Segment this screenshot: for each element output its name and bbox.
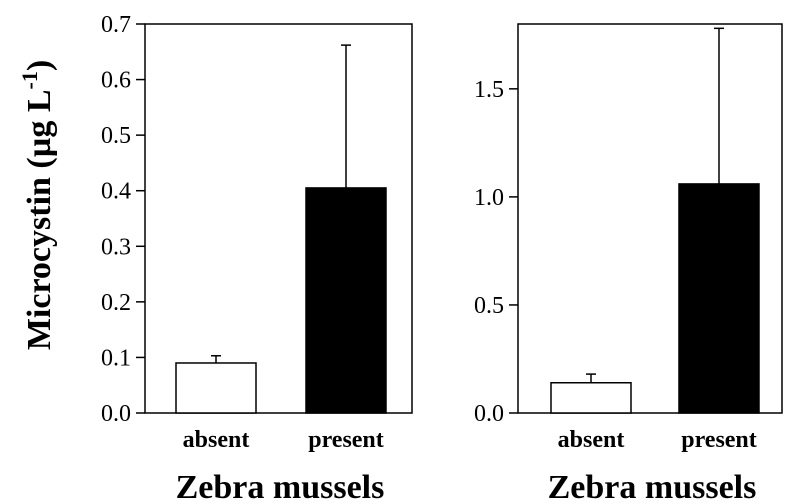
x-category-label: present (681, 427, 757, 453)
y-tick-label: 0.4 (101, 179, 131, 205)
x-category-label: present (308, 427, 384, 453)
plot-frame (144, 23, 413, 414)
plot-frame (517, 23, 783, 414)
bar-present (305, 187, 387, 414)
y-tick-label: 0.6 (101, 68, 131, 94)
y-axis-title-superscript: -1 (17, 71, 42, 89)
y-tick-label: 0.7 (101, 12, 131, 38)
x-axis-title: Zebra mussels (176, 469, 385, 504)
bar-present (678, 183, 760, 414)
y-axis-title: Microcystin (µg L-1) (17, 60, 58, 350)
y-tick-label: 0.0 (474, 401, 504, 427)
y-tick-label: 0.3 (101, 234, 131, 260)
y-tick-label: 0.1 (101, 345, 131, 371)
chart-left: 0.0 0.1 0.2 0.3 0.4 0.5 0.6 0.7 absent present Z… (101, 12, 413, 504)
x-category-label: absent (183, 427, 250, 453)
x-category-label: absent (558, 427, 625, 453)
y-tick-label: 0.2 (101, 290, 131, 316)
y-tick-label: 0.5 (101, 123, 131, 149)
y-tick-label: 1.5 (474, 77, 504, 103)
y-tick-label: 0.5 (474, 293, 504, 319)
bar-absent (550, 381, 632, 414)
x-axis-title: Zebra mussels (548, 469, 757, 504)
y-tick-label: 1.0 (474, 185, 504, 211)
y-tick-label: 0.0 (101, 401, 131, 427)
bar-absent (175, 362, 257, 414)
chart-right: 0.0 0.5 1.0 1.5 absent present Zebra mussels (474, 23, 783, 504)
